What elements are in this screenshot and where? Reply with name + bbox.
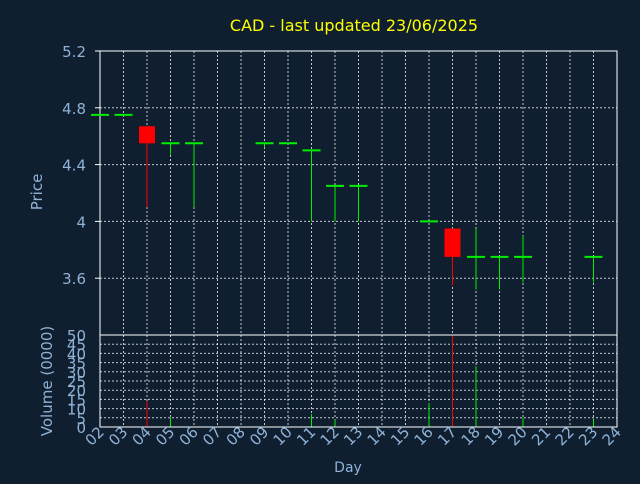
volume-tick-label: 35 [67, 355, 86, 373]
price-tick-label: 3.6 [62, 270, 86, 288]
volume-tick-label: 45 [67, 336, 86, 354]
price-tick-label: 5.2 [62, 43, 86, 61]
volume-tick-label: 0 [76, 419, 86, 437]
volume-tick-label: 30 [67, 364, 86, 382]
volume-tick-label: 5 [76, 410, 86, 428]
volume-tick-label: 20 [67, 382, 86, 400]
chart-title: CAD - last updated 23/06/2025 [230, 16, 478, 35]
volume-tick-label: 50 [67, 327, 86, 345]
price-tick-label: 4 [76, 213, 86, 231]
candle-body [139, 126, 155, 144]
volume-tick-label: 15 [67, 391, 86, 409]
x-axis-label: Day [334, 460, 362, 476]
volume-plot-frame [99, 334, 618, 428]
price-axis-label: Price [28, 174, 46, 211]
volume-tick-label: 40 [67, 345, 86, 363]
volume-tick-label: 10 [67, 401, 86, 419]
price-tick-label: 4.4 [62, 157, 86, 175]
price-panel: 5.2 4.8 4.4 4 3.6 [62, 43, 618, 336]
candle-body [444, 228, 461, 257]
volume-tick-label: 25 [67, 373, 86, 391]
volume-axis-label: Volume (0000) [38, 326, 56, 436]
price-tick-label: 4.8 [62, 100, 86, 118]
